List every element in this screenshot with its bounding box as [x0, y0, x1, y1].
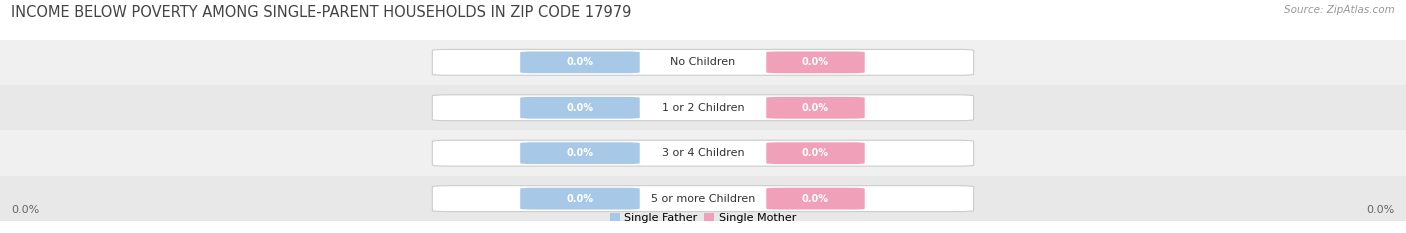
Text: 0.0%: 0.0%	[567, 103, 593, 113]
Text: 0.0%: 0.0%	[801, 148, 830, 158]
Bar	[0, 176, 1406, 221]
Text: 0.0%: 0.0%	[801, 194, 830, 204]
Text: 0.0%: 0.0%	[1367, 205, 1395, 215]
FancyBboxPatch shape	[520, 188, 640, 209]
FancyBboxPatch shape	[520, 142, 640, 164]
FancyBboxPatch shape	[520, 51, 640, 73]
FancyBboxPatch shape	[766, 97, 865, 119]
Text: 5 or more Children: 5 or more Children	[651, 194, 755, 204]
FancyBboxPatch shape	[766, 142, 865, 164]
Bar	[0, 130, 1406, 176]
FancyBboxPatch shape	[766, 188, 865, 209]
Text: Source: ZipAtlas.com: Source: ZipAtlas.com	[1284, 5, 1395, 15]
Legend: Single Father, Single Mother: Single Father, Single Mother	[606, 209, 800, 227]
Text: 0.0%: 0.0%	[11, 205, 39, 215]
FancyBboxPatch shape	[766, 51, 865, 73]
FancyBboxPatch shape	[433, 49, 973, 75]
FancyBboxPatch shape	[433, 140, 973, 166]
FancyBboxPatch shape	[433, 186, 973, 212]
Text: No Children: No Children	[671, 57, 735, 67]
Text: 0.0%: 0.0%	[567, 148, 593, 158]
Text: 1 or 2 Children: 1 or 2 Children	[662, 103, 744, 113]
Text: 0.0%: 0.0%	[567, 57, 593, 67]
Text: 0.0%: 0.0%	[567, 194, 593, 204]
Text: 3 or 4 Children: 3 or 4 Children	[662, 148, 744, 158]
FancyBboxPatch shape	[520, 97, 640, 119]
Bar	[0, 85, 1406, 130]
FancyBboxPatch shape	[433, 95, 973, 121]
Text: INCOME BELOW POVERTY AMONG SINGLE-PARENT HOUSEHOLDS IN ZIP CODE 17979: INCOME BELOW POVERTY AMONG SINGLE-PARENT…	[11, 5, 631, 20]
Text: 0.0%: 0.0%	[801, 57, 830, 67]
Bar	[0, 40, 1406, 85]
Text: 0.0%: 0.0%	[801, 103, 830, 113]
